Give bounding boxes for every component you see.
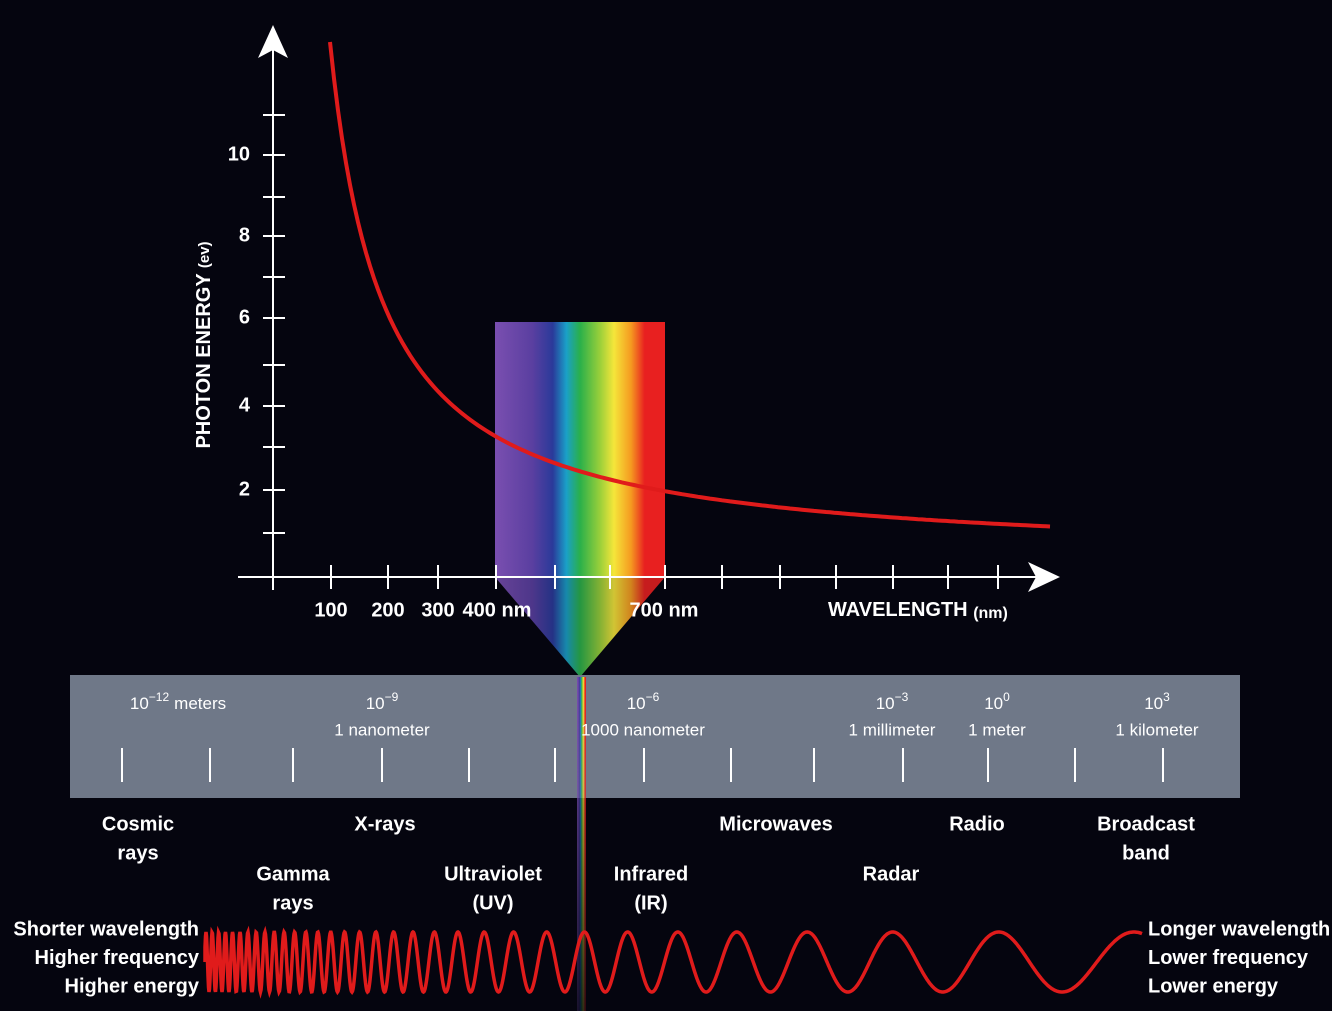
y-tick-label: 6 (239, 306, 250, 328)
left-note: Shorter wavelength (13, 918, 199, 940)
band-name: (UV) (472, 892, 513, 914)
band-name: Gamma (256, 863, 330, 885)
band-name: X-rays (354, 813, 415, 835)
band-name: Cosmic (102, 813, 174, 835)
band-name: band (1122, 842, 1170, 864)
power-base: 10 (366, 694, 385, 713)
power-base: 10 (984, 694, 1003, 713)
power-exponent: −3 (895, 690, 909, 704)
scale-name: 1 millimeter (849, 720, 936, 739)
power-base: 10 (1144, 694, 1163, 713)
right-note: Lower frequency (1148, 947, 1309, 969)
y-tick-label: 8 (239, 224, 250, 246)
band-name: (IR) (634, 892, 667, 914)
power-exponent: 0 (1003, 690, 1010, 704)
band-name: Radar (863, 863, 920, 885)
right-note: Longer wavelength (1148, 918, 1330, 940)
band-name: Infrared (614, 863, 688, 885)
power-exponent: −6 (646, 690, 660, 704)
scale-name: 1000 nanometer (581, 720, 705, 739)
left-note: Higher frequency (35, 947, 200, 969)
x-tick-label: 100 (314, 599, 347, 621)
x-tick-label: 200 (371, 599, 404, 621)
power-exponent: −12 (149, 690, 170, 704)
band-name: rays (272, 892, 313, 914)
band-name: Ultraviolet (444, 863, 542, 885)
x-tick-label: 400 nm (463, 599, 532, 621)
band-name: Radio (949, 813, 1005, 835)
energy-curve (330, 42, 1050, 527)
band-name: rays (117, 842, 158, 864)
right-note: Lower energy (1148, 975, 1279, 997)
power-base: 10 (627, 694, 646, 713)
x-tick-label: 300 (421, 599, 454, 621)
scale-name: 1 nanometer (334, 720, 430, 739)
y-axis-label: PHOTON ENERGY (ev) (193, 241, 215, 448)
y-tick-label: 2 (239, 478, 250, 500)
diagram: PHOTON ENERGY (ev) WAVELENGTH (nm) 10 8 6 4… (0, 0, 1332, 1011)
power-exponent: 3 (1163, 690, 1170, 704)
y-tick-label: 4 (239, 394, 251, 416)
y-tick-label: 10 (228, 143, 250, 165)
x-tick-label: 700 nm (630, 599, 699, 621)
scale-label: 10−12 meters (130, 690, 226, 713)
left-note: Higher energy (65, 975, 200, 997)
scale-name: 1 meter (968, 720, 1026, 739)
power-exponent: −9 (385, 690, 399, 704)
power-base: 10 (130, 694, 149, 713)
band-name: Microwaves (719, 813, 832, 835)
wave (205, 932, 1142, 992)
spectrum-funnel (495, 577, 665, 677)
x-axis-label: WAVELENGTH (nm) (828, 599, 1008, 622)
scale-name: meters (174, 694, 226, 713)
band-name: Broadcast (1097, 813, 1195, 835)
power-base: 10 (876, 694, 895, 713)
scale-name: 1 kilometer (1115, 720, 1198, 739)
